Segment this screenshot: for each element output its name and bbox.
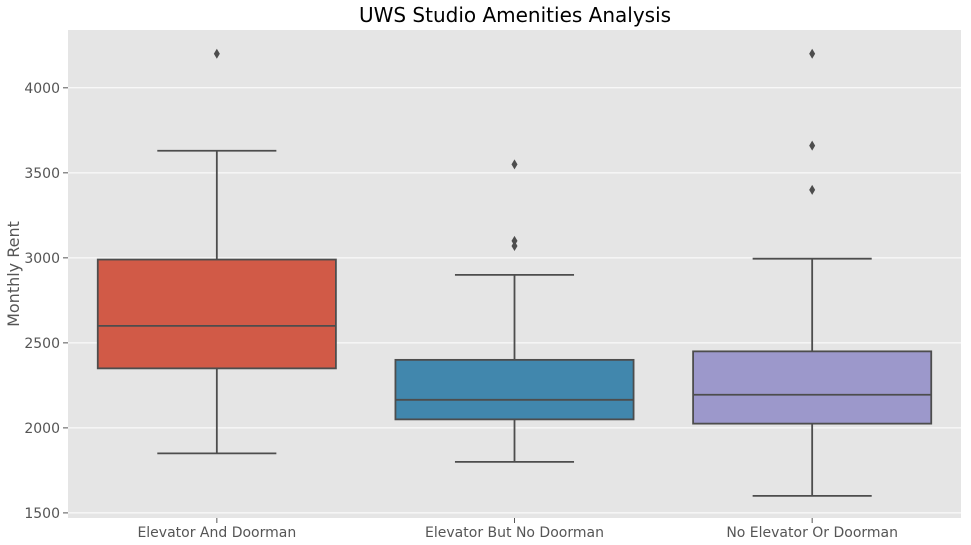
iqr-box	[394, 358, 635, 421]
x-tick-label: Elevator And Doorman	[137, 525, 296, 541]
y-tick-label: 2000	[24, 421, 60, 437]
chart-title: UWS Studio Amenities Analysis	[359, 3, 671, 27]
iqr-box	[692, 350, 933, 425]
outlier-point	[511, 235, 518, 246]
y-tick-label: 1500	[24, 506, 60, 522]
y-tick-label: 3500	[24, 166, 60, 182]
outlier-point	[213, 48, 220, 59]
boxes	[96, 48, 933, 497]
iqr-box	[96, 258, 337, 370]
outlier-point	[809, 48, 816, 59]
x-tick-label: No Elevator Or Doorman	[726, 525, 898, 541]
outlier-point	[809, 140, 816, 151]
outlier-point	[511, 240, 518, 251]
y-axis-label: Monthly Rent	[4, 221, 23, 327]
y-tick-label: 4000	[24, 81, 60, 97]
y-axis-ticks: 1500 2000 2500 3000 3500 4000	[24, 81, 68, 522]
x-tick-label: Elevator But No Doorman	[425, 525, 604, 541]
x-axis-ticks: Elevator And Doorman Elevator But No Door…	[137, 518, 898, 541]
y-tick-label: 2500	[24, 336, 60, 352]
outlier-point	[809, 184, 816, 195]
outlier-point	[511, 159, 518, 170]
y-tick-label: 3000	[24, 251, 60, 267]
